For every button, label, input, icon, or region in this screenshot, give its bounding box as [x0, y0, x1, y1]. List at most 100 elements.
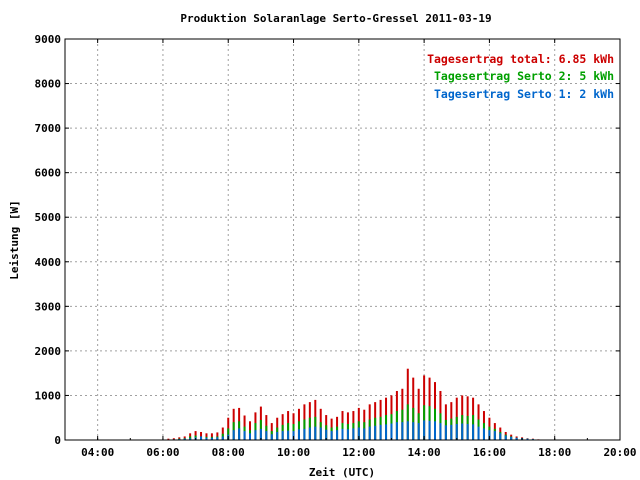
- bar-serto-1: [368, 426, 371, 440]
- x-tick-label: 10:00: [277, 446, 310, 459]
- bar-total: [210, 433, 213, 440]
- bar-serto-1: [401, 422, 404, 440]
- bar-serto-1: [472, 424, 475, 440]
- bar-serto-1: [308, 427, 311, 440]
- x-tick-label: 14:00: [408, 446, 441, 459]
- bar-serto-1: [330, 431, 333, 440]
- bar-serto-1: [297, 429, 300, 440]
- bar-serto-1: [249, 433, 251, 440]
- bar-serto-1: [205, 437, 208, 440]
- bar-serto-1: [450, 424, 453, 440]
- bar-serto-1: [325, 429, 328, 440]
- bar-serto-1: [477, 426, 480, 440]
- bar-serto-1: [336, 430, 339, 440]
- y-tick-label: 7000: [35, 122, 62, 135]
- x-tick-label: 08:00: [212, 446, 245, 459]
- bar-serto-1: [417, 423, 420, 440]
- bar-serto-1: [314, 426, 317, 440]
- bar-serto-1: [461, 423, 464, 440]
- bar-serto-1: [254, 430, 257, 440]
- y-tick-label: 6000: [35, 167, 62, 180]
- bar-total: [167, 438, 170, 440]
- bar-serto-1: [265, 431, 268, 440]
- bar-serto-1: [439, 423, 442, 440]
- legend-entry-serto-1: Tagesertrag Serto 1: 2 kWh: [434, 87, 614, 101]
- bar-serto-1: [499, 433, 502, 440]
- bar-serto-1: [434, 421, 436, 440]
- bar-serto-1: [352, 428, 355, 440]
- legend: Tagesertrag total: 6.85 kWh Tagesertrag …: [427, 52, 614, 101]
- bar-serto-1: [183, 438, 186, 440]
- bar-serto-1: [379, 424, 382, 440]
- bar-serto-1: [444, 425, 447, 440]
- bar-serto-1: [412, 422, 415, 440]
- x-tick-label: 06:00: [146, 446, 179, 459]
- y-axis-tick-labels: 0 1000 2000 3000 4000 5000 6000 7000 8000 9000: [35, 33, 62, 447]
- x-tick-label: 12:00: [342, 446, 375, 459]
- axis-ticks: [64, 38, 621, 441]
- bar-serto-1: [319, 427, 322, 440]
- bar-serto-1: [428, 420, 431, 440]
- y-tick-label: 0: [54, 434, 61, 447]
- bar-serto-1: [493, 431, 496, 440]
- x-tick-label: 16:00: [473, 446, 506, 459]
- bar-serto-1: [488, 430, 491, 440]
- bar-serto-1: [216, 437, 219, 440]
- grid-lines: [65, 39, 620, 440]
- bar-serto-1: [455, 423, 458, 440]
- bar-total: [205, 433, 208, 440]
- bar-serto-2: [227, 428, 230, 440]
- bar-series: [167, 368, 545, 440]
- chart-title: Produktion Solaranlage Serto-Gressel 201…: [180, 12, 491, 25]
- bar-serto-1: [210, 437, 213, 440]
- bar-serto-1: [390, 423, 393, 440]
- y-tick-label: 9000: [35, 33, 62, 46]
- y-axis-label: Leistung [W]: [8, 200, 21, 279]
- y-tick-label: 1000: [35, 389, 62, 402]
- bar-serto-1: [406, 421, 409, 440]
- bar-serto-1: [423, 420, 426, 440]
- x-axis-tick-labels: 04:00 06:00 08:00 10:00 12:00 14:00 16:00 18:00…: [81, 446, 636, 459]
- y-tick-label: 2000: [35, 345, 62, 358]
- x-tick-label: 18:00: [538, 446, 571, 459]
- bar-serto-1: [200, 436, 203, 440]
- y-tick-label: 8000: [35, 78, 62, 91]
- bar-serto-1: [510, 436, 513, 440]
- bar-total: [200, 431, 203, 440]
- legend-entry-serto-2: Tagesertrag Serto 2: 5 kWh: [434, 69, 614, 83]
- bar-serto-1: [504, 435, 507, 440]
- bar-serto-1: [341, 428, 344, 440]
- bar-serto-1: [281, 431, 284, 440]
- bar-serto-1: [221, 436, 224, 440]
- bar-serto-1: [374, 425, 377, 440]
- bar-total: [216, 432, 219, 440]
- bar-serto-1: [232, 430, 235, 440]
- bar-serto-1: [385, 424, 388, 440]
- bar-serto-1: [189, 438, 192, 440]
- bar-total: [172, 438, 175, 440]
- y-tick-label: 4000: [35, 256, 62, 269]
- legend-entry-total: Tagesertrag total: 6.85 kWh: [427, 52, 614, 66]
- bar-serto-1: [287, 430, 290, 440]
- bar-serto-1: [303, 428, 306, 440]
- bar-serto-1: [482, 428, 485, 440]
- bar-serto-1: [363, 428, 366, 440]
- x-tick-label: 20:00: [603, 446, 636, 459]
- bar-serto-1: [292, 431, 295, 440]
- bar-serto-1: [243, 431, 246, 440]
- y-tick-label: 3000: [35, 300, 62, 313]
- x-tick-label: 04:00: [81, 446, 114, 459]
- bar-serto-1: [395, 422, 398, 440]
- x-axis-label: Zeit (UTC): [309, 466, 375, 479]
- bar-serto-1: [346, 429, 349, 440]
- bar-serto-1: [526, 438, 529, 440]
- bar-serto-1: [515, 437, 518, 440]
- bar-serto-1: [357, 427, 360, 440]
- bar-serto-1: [466, 423, 469, 440]
- bar-serto-1: [276, 431, 279, 440]
- bar-serto-1: [270, 434, 273, 440]
- plot-frame: [64, 38, 621, 441]
- bar-serto-1: [259, 428, 262, 440]
- y-tick-label: 5000: [35, 211, 62, 224]
